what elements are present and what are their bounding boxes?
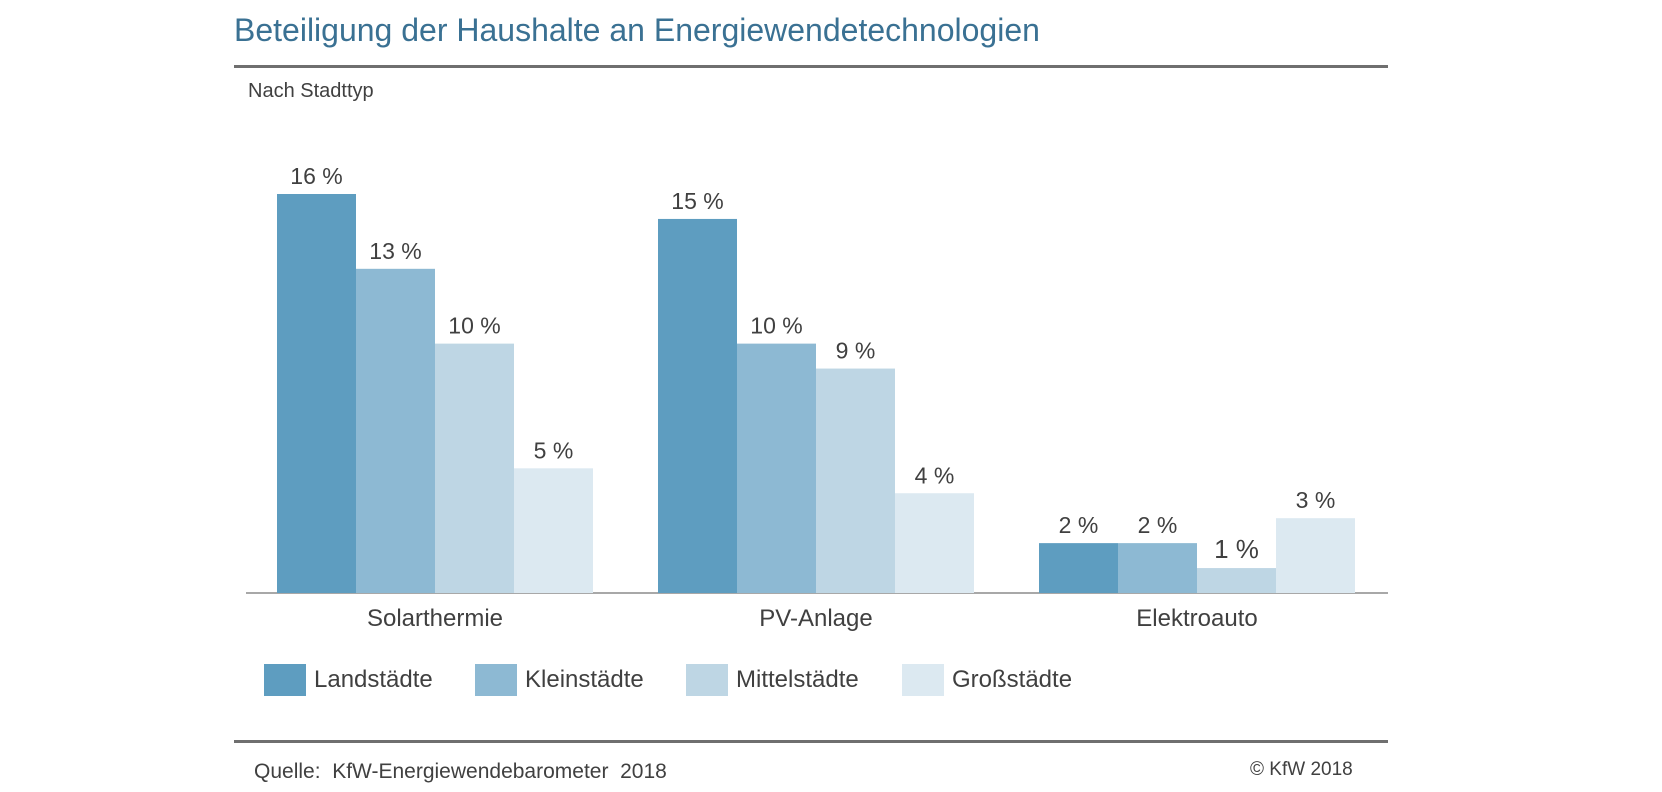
bar-value-label: 13 %: [369, 238, 421, 264]
bar: [737, 343, 816, 593]
legend-swatch: [686, 664, 728, 696]
bar: [1197, 568, 1276, 593]
bar-chart: 16 % 13 % 10 % 5 % Solarthermie 15 % 10 % 9 % 4 …: [246, 163, 1388, 632]
bar-value-label: 9 %: [836, 338, 876, 364]
category-label: PV-Anlage: [759, 605, 872, 632]
legend-label: Großstädte: [952, 666, 1073, 693]
bar-value-label: 10 %: [448, 313, 500, 339]
bottom-divider: [234, 740, 1388, 743]
category-label: Solarthermie: [367, 605, 503, 632]
legend-swatch: [475, 664, 517, 696]
bar-value-label: 15 %: [671, 188, 723, 214]
bar-value-label: 4 %: [915, 462, 955, 488]
bar: [514, 468, 593, 593]
chart-title: Beteiligung der Haushalte an Energiewend…: [234, 12, 1040, 48]
bar: [895, 493, 974, 593]
legend-item: Kleinstädte: [475, 663, 644, 697]
legend-label: Kleinstädte: [525, 666, 644, 693]
top-divider: [234, 65, 1388, 68]
bar: [1118, 543, 1197, 593]
bar: [356, 268, 435, 593]
legend-item: Landstädte: [264, 663, 433, 697]
bar: [277, 194, 356, 593]
copyright-note: © KfW 2018: [1250, 759, 1353, 780]
bar: [1039, 543, 1118, 593]
bar-value-label: 1 %: [1214, 534, 1259, 564]
bar-value-label: 5 %: [534, 437, 574, 463]
bar-value-label: 16 %: [290, 163, 342, 189]
legend-item: Mittelstädte: [686, 663, 859, 697]
bar-value-label: 2 %: [1059, 512, 1099, 538]
legend-item: Großstädte: [902, 663, 1072, 697]
bar-value-label: 2 %: [1138, 512, 1178, 538]
bar: [816, 368, 895, 593]
chart-subtitle: Nach Stadttyp: [248, 80, 374, 102]
legend-swatch: [902, 664, 944, 696]
bar: [435, 343, 514, 593]
legend-label: Landstädte: [314, 666, 433, 693]
bar-value-label: 3 %: [1296, 487, 1336, 513]
source-note: Quelle: KfW-Energiewendebarometer 2018: [254, 760, 667, 783]
legend-label: Mittelstädte: [736, 666, 859, 693]
category-label: Elektroauto: [1136, 605, 1257, 632]
bar-value-label: 10 %: [750, 313, 802, 339]
bar: [1276, 518, 1355, 593]
bar: [658, 218, 737, 593]
legend-swatch: [264, 664, 306, 696]
